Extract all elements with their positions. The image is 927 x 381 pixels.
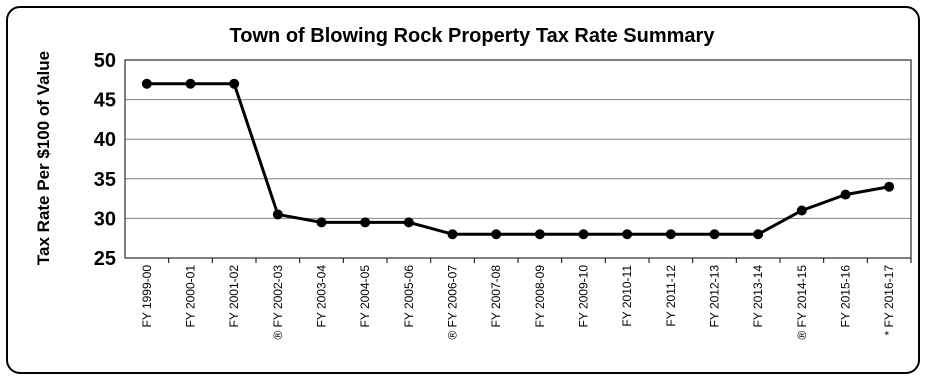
data-point [622,229,633,240]
data-point [491,229,502,240]
grid-lines [125,99,911,219]
x-tick-label: FY 2003-04 [315,265,329,328]
data-point [447,229,458,240]
x-tick-label: ® FY 2006-07 [446,265,460,340]
data-point [578,229,589,240]
x-tick-label: FY 2008-09 [533,265,547,328]
chart-title: Town of Blowing Rock Property Tax Rate S… [230,25,716,47]
data-point [272,209,283,220]
x-tick-label: FY 2013-14 [751,265,765,328]
data-point [884,181,895,192]
x-tick-label: FY 2000-01 [184,265,198,328]
x-tick-label: FY 2007-08 [489,265,503,328]
data-point [753,229,764,240]
x-tick-label: FY 2011-12 [664,265,678,327]
data-point [665,229,676,240]
x-tick-label: ® FY 2002-03 [271,265,285,340]
y-tick-label: 25 [94,248,116,270]
x-tick-label: FY 2001-02 [227,265,241,328]
x-tick-label: FY 2009-10 [577,265,591,328]
y-tick-label: 30 [94,208,116,230]
data-point [360,217,371,228]
y-tick-label: 50 [94,50,116,72]
data-point [840,189,851,200]
y-axis-ticks: 25 30 35 40 45 50 [94,50,116,270]
data-point [229,78,240,89]
x-tick-label: * FY 2016-17 [882,265,896,336]
x-tick-label: ® FY 2014-15 [795,265,809,340]
chart-frame [6,6,920,374]
x-tick-label: FY 2010-11 [620,265,634,327]
y-tick-label: 45 [94,90,116,112]
data-point [316,217,327,228]
plot-area [124,59,912,259]
x-tick-label: FY 2004-05 [358,265,372,328]
x-tick-label: FY 2012-13 [708,265,722,328]
data-point [403,217,414,228]
data-point [141,78,152,89]
data-point [185,78,196,89]
x-tick-label: FY 2015-16 [839,265,853,328]
data-points [141,78,895,240]
x-axis-ticks: FY 1999-00 FY 2000-01 FY 2001-02 ® FY 2002-… [140,258,912,340]
data-point [796,205,807,216]
y-axis-label: Tax Rate Per $100 of Value [34,51,53,265]
x-tick-label: FY 1999-00 [140,265,154,328]
y-tick-label: 40 [94,129,116,151]
data-point [709,229,720,240]
data-point [534,229,545,240]
series-line [146,82,890,236]
y-tick-label: 35 [94,169,116,191]
x-tick-label: FY 2005-06 [402,265,416,328]
